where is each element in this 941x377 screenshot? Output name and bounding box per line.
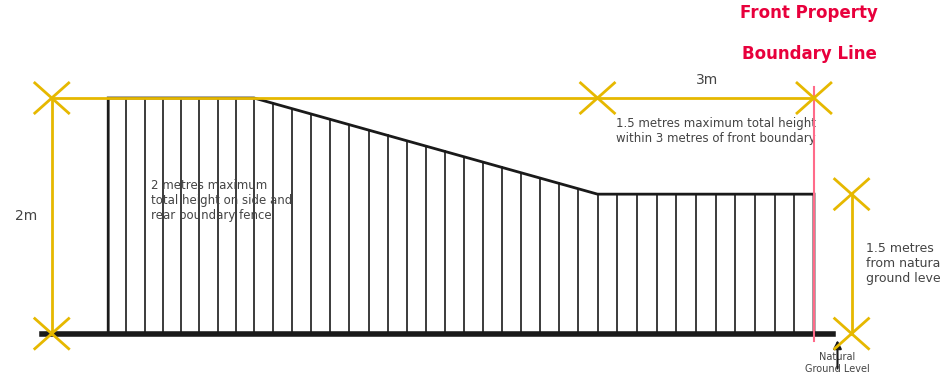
Polygon shape: [108, 98, 814, 334]
Text: 2 metres maximum
total height on side and
rear boundary fence: 2 metres maximum total height on side an…: [151, 179, 292, 222]
Text: Front Property: Front Property: [741, 4, 878, 22]
Text: Boundary Line: Boundary Line: [742, 45, 877, 63]
Text: 1.5 metres
from natural
ground level: 1.5 metres from natural ground level: [866, 242, 941, 285]
Text: 1.5 metres maximum total height
within 3 metres of front boundary: 1.5 metres maximum total height within 3…: [616, 117, 817, 145]
Text: 2m: 2m: [15, 209, 38, 223]
Text: Natural
Ground Level: Natural Ground Level: [805, 352, 869, 374]
Text: 3m: 3m: [696, 73, 719, 87]
